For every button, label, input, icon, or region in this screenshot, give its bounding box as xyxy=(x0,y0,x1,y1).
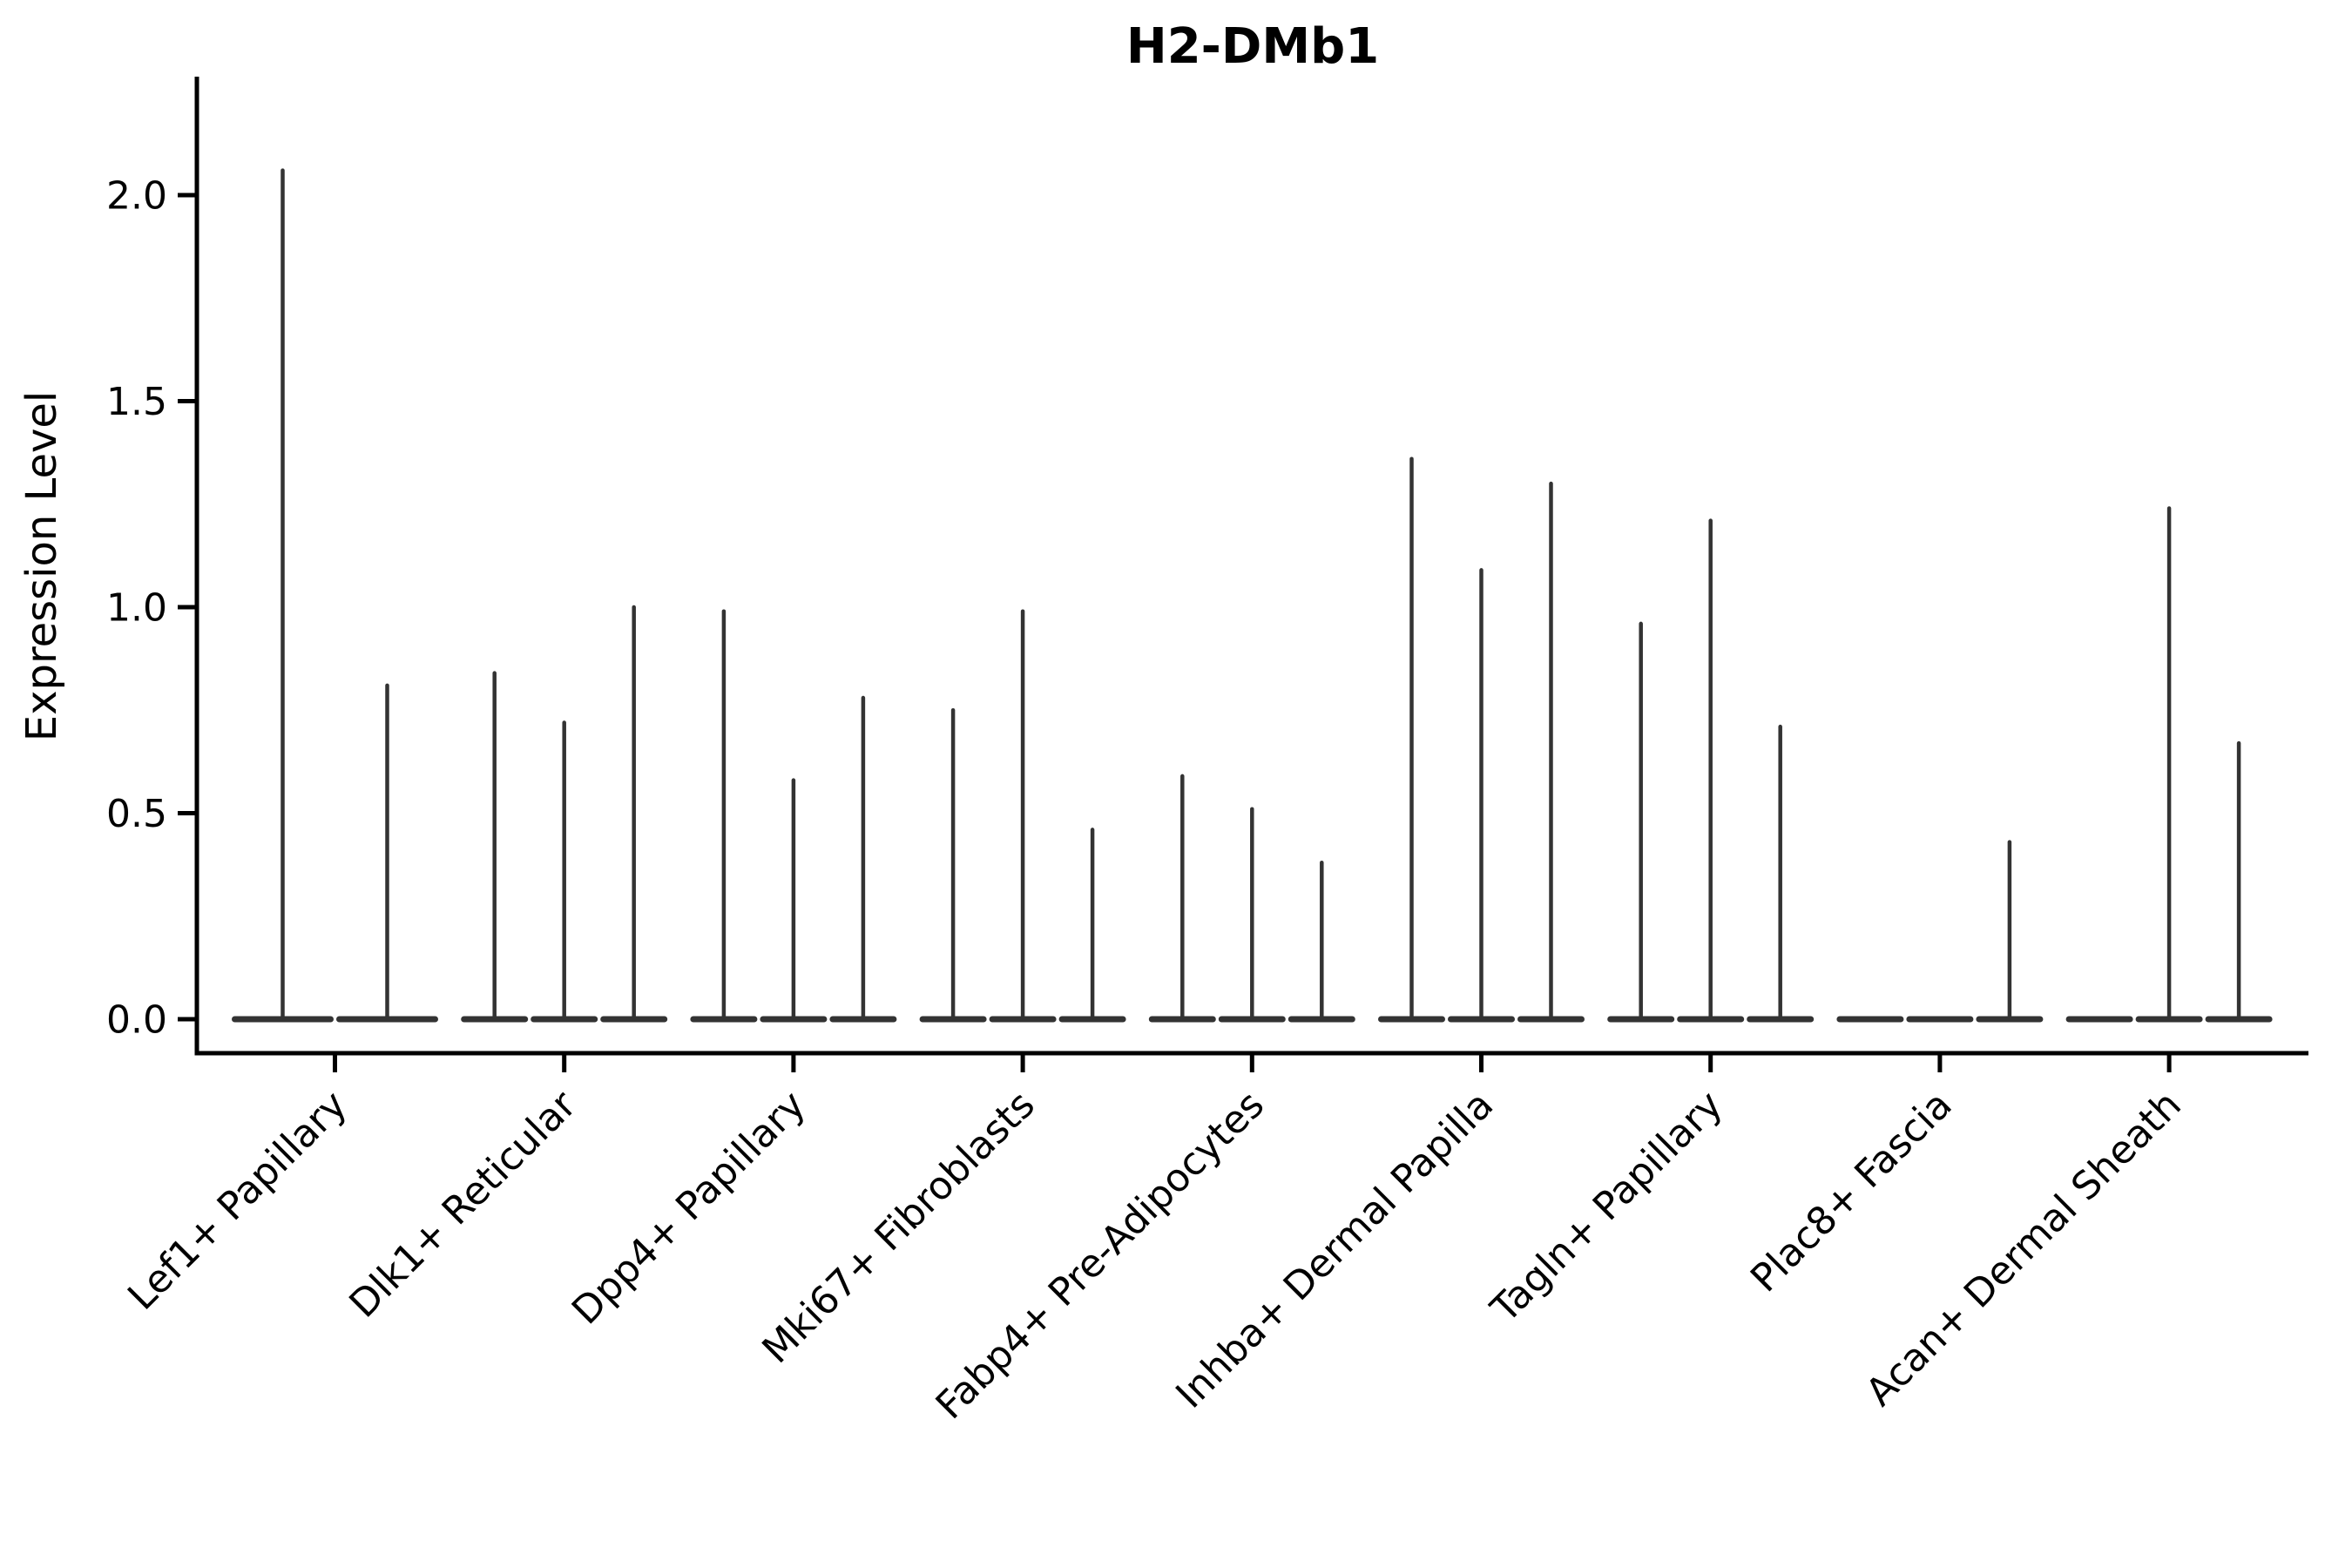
x-category-label: Tagln+ Papillary xyxy=(1482,1083,1731,1332)
violin-body xyxy=(919,1016,987,1023)
y-axis-label: Expression Level xyxy=(17,391,66,742)
y-tick-label: 0.0 xyxy=(106,997,167,1042)
violin-body xyxy=(690,1016,758,1023)
y-tick-label: 1.0 xyxy=(106,585,167,630)
violin-body xyxy=(1607,1016,1675,1023)
violin-body xyxy=(1517,1016,1585,1023)
violin-body xyxy=(600,1016,668,1023)
x-category-label: Lef1+ Papillary xyxy=(119,1083,355,1319)
violin-body xyxy=(2135,1016,2203,1023)
x-category-label: Dlk1+ Reticular xyxy=(341,1082,586,1327)
violin-body xyxy=(1148,1016,1216,1023)
violin-body xyxy=(232,1016,334,1023)
violin-body xyxy=(1058,1016,1126,1023)
violin-body xyxy=(829,1016,897,1023)
violin-body xyxy=(1378,1016,1445,1023)
violin-layer xyxy=(232,168,2273,1023)
violin-body xyxy=(1747,1016,1815,1023)
violin-body xyxy=(760,1016,828,1023)
axes-layer xyxy=(178,77,2308,1072)
violin-body xyxy=(461,1016,529,1023)
y-tick-label: 0.5 xyxy=(106,792,167,836)
violin-body xyxy=(336,1016,438,1023)
violin-body xyxy=(989,1016,1057,1023)
x-category-label: Plac8+ Fascia xyxy=(1742,1083,1961,1301)
x-category-label: Dpp4+ Papillary xyxy=(564,1083,814,1334)
y-tick-label: 1.5 xyxy=(106,380,167,424)
violin-body xyxy=(1288,1016,1355,1023)
violin-body xyxy=(1218,1016,1286,1023)
chart-title: H2-DMb1 xyxy=(1126,18,1379,75)
violin-body xyxy=(2065,1016,2133,1023)
violin-body xyxy=(1448,1016,1515,1023)
violin-body xyxy=(2205,1016,2273,1023)
violin-body xyxy=(1836,1016,1904,1023)
violin-body xyxy=(1976,1016,2044,1023)
y-tick-label: 2.0 xyxy=(106,173,167,218)
violin-body xyxy=(1677,1016,1745,1023)
violin-body xyxy=(1906,1016,1974,1023)
violin-body xyxy=(531,1016,598,1023)
